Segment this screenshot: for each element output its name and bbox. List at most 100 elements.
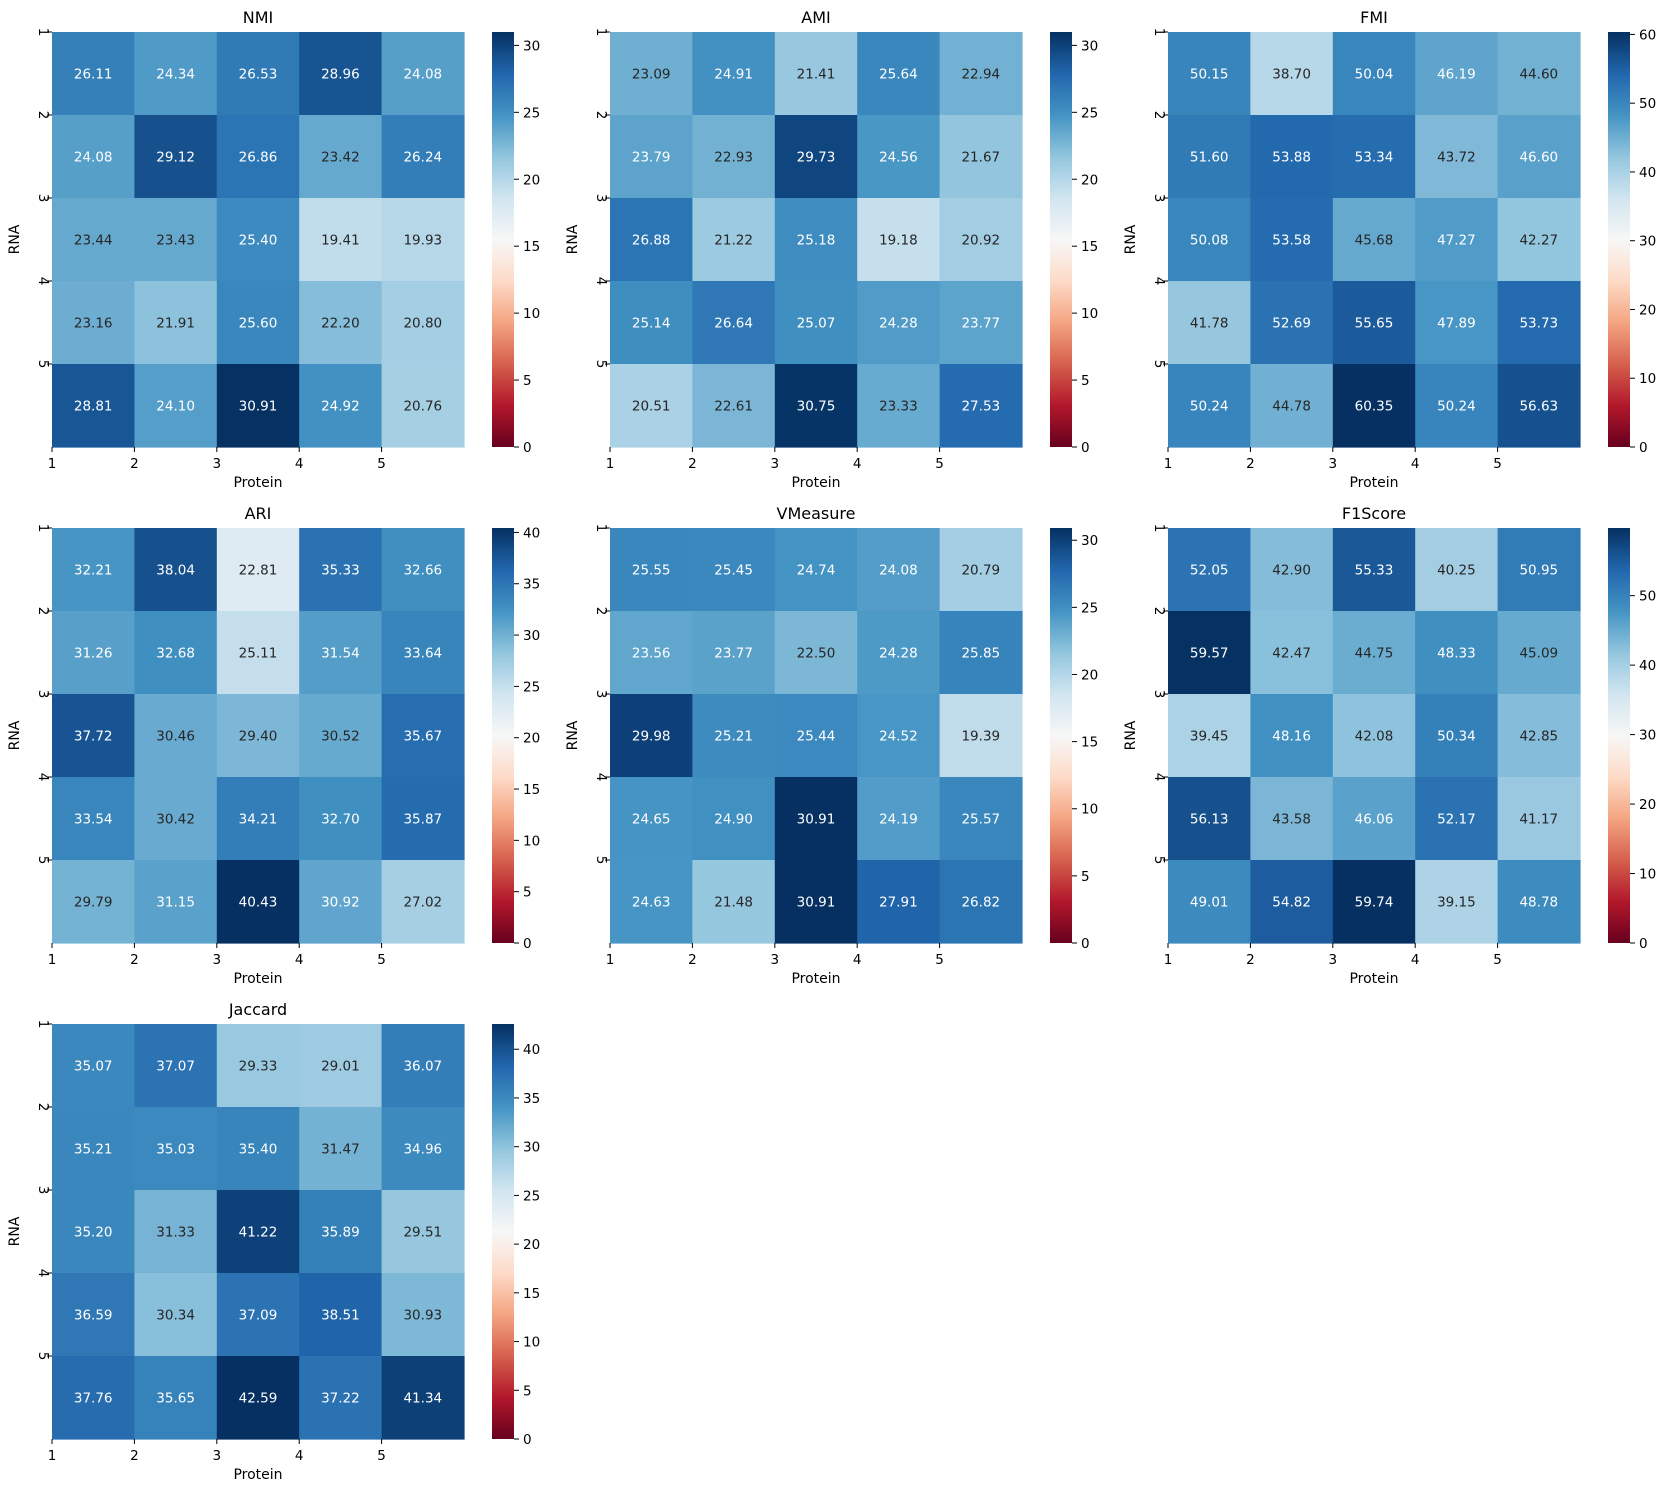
heatmap-cell <box>939 198 1023 282</box>
colorbar-tick-label: 15 <box>1081 735 1098 751</box>
heatmap-cell <box>381 777 465 861</box>
cell-value-label: 39.45 <box>1190 729 1229 745</box>
cell-value-label: 52.69 <box>1272 316 1311 332</box>
x-tick-label: 5 <box>935 456 944 472</box>
heatmap-cell <box>299 860 383 944</box>
heatmap-cell <box>1168 860 1251 944</box>
heatmap-cell <box>774 694 858 778</box>
heatmap-cell <box>216 32 300 116</box>
y-axis-label: RNA <box>1123 224 1139 254</box>
heatmap-cell <box>692 777 776 861</box>
heatmap-cell <box>216 1024 300 1108</box>
cell-value-label: 50.34 <box>1437 729 1476 745</box>
cell-value-label: 56.13 <box>1190 812 1229 828</box>
y-tick-label: 2 <box>1151 607 1167 616</box>
heatmap-cell <box>134 1190 218 1274</box>
heatmap-cell <box>857 860 941 944</box>
heatmap-panel-jaccard: Jaccard 35.07 37.07 29.33 29.01 36.07 35.21 35.… <box>7 1000 540 1483</box>
x-tick-label: 3 <box>213 456 222 472</box>
x-tick-label: 3 <box>771 456 780 472</box>
x-tick-label: 3 <box>1329 456 1338 472</box>
heatmap-cell <box>774 281 858 365</box>
cell-value-label: 56.63 <box>1519 399 1558 415</box>
heatmap-cell <box>939 611 1023 695</box>
heatmap-cell <box>381 281 465 365</box>
cell-value-label: 30.91 <box>797 812 836 828</box>
x-tick-label: 1 <box>606 456 615 472</box>
x-tick-label: 2 <box>130 1448 139 1464</box>
heatmap-cell <box>52 1356 135 1440</box>
heatmap-cell <box>857 32 941 116</box>
colorbar-tick-label: 10 <box>523 833 540 849</box>
x-tick-label: 1 <box>48 1448 57 1464</box>
heatmap-cell <box>1497 198 1581 282</box>
y-axis-label: RNA <box>7 1216 23 1246</box>
heatmap-cell <box>692 32 776 116</box>
cell-value-label: 26.24 <box>403 150 442 166</box>
colorbar-tick-label: 5 <box>1081 373 1090 389</box>
heatmap-cell <box>1250 860 1334 944</box>
cell-value-label: 22.81 <box>239 563 278 579</box>
heatmap-cell <box>1250 198 1334 282</box>
colorbar-tick-label: 40 <box>523 525 540 541</box>
colorbar-tick-label: 0 <box>1081 440 1090 456</box>
heatmap-cell <box>381 694 465 778</box>
cell-value-label: 30.46 <box>156 729 195 745</box>
cell-value-label: 35.03 <box>156 1142 195 1158</box>
cell-value-label: 30.34 <box>156 1308 195 1324</box>
colorbar-tick-label: 25 <box>523 105 540 121</box>
cell-value-label: 52.05 <box>1190 563 1229 579</box>
x-tick-label: 3 <box>771 952 780 968</box>
y-tick-label: 1 <box>593 524 609 533</box>
heatmap-cell <box>1168 32 1251 116</box>
heatmap-cell <box>52 528 135 612</box>
cell-value-label: 24.63 <box>632 895 671 911</box>
heatmap-cell <box>381 364 465 448</box>
cell-value-label: 26.88 <box>632 233 671 249</box>
heatmap-cell <box>52 1107 135 1191</box>
cell-value-label: 30.93 <box>403 1308 442 1324</box>
heatmap-cell <box>857 611 941 695</box>
heatmap-cell <box>52 777 135 861</box>
colorbar-tick-label: 35 <box>523 577 540 593</box>
heatmap-cell <box>1415 364 1499 448</box>
heatmap-panel-ami: AMI 23.09 24.91 21.41 25.64 22.94 23.79 22.93 29… <box>565 8 1098 491</box>
heatmap-cell <box>299 694 383 778</box>
cell-value-label: 46.60 <box>1519 150 1558 166</box>
y-tick-label: 4 <box>593 277 609 286</box>
colorbar-tick-label: 60 <box>1639 27 1656 43</box>
cell-value-label: 46.19 <box>1437 67 1476 83</box>
heatmap-cell <box>774 528 858 612</box>
colorbar-tick-label: 5 <box>523 373 532 389</box>
cell-value-label: 37.09 <box>239 1308 278 1324</box>
heatmap-cell <box>299 611 383 695</box>
cell-value-label: 47.27 <box>1437 233 1476 249</box>
heatmap-cell <box>1168 694 1251 778</box>
x-axis-label: Protein <box>1349 971 1398 987</box>
heatmap-cell <box>610 364 693 448</box>
cell-value-label: 30.91 <box>239 399 278 415</box>
colorbar-tick-label: 40 <box>1639 658 1656 674</box>
x-tick-label: 2 <box>688 456 697 472</box>
cell-value-label: 34.21 <box>239 812 278 828</box>
y-axis-label: RNA <box>7 224 23 254</box>
colorbar-tick-label: 20 <box>1639 302 1656 318</box>
colorbar-tick-label: 40 <box>523 1042 540 1058</box>
x-tick-label: 1 <box>606 952 615 968</box>
x-tick-label: 4 <box>1411 952 1420 968</box>
cell-value-label: 24.92 <box>321 399 360 415</box>
y-tick-label: 5 <box>35 856 51 865</box>
heatmap-cell <box>1250 528 1334 612</box>
cell-value-label: 23.79 <box>632 150 671 166</box>
y-tick-label: 2 <box>593 111 609 120</box>
heatmap-cell <box>1250 115 1334 199</box>
cell-value-label: 21.41 <box>797 67 836 83</box>
colorbar-tick-label: 15 <box>523 782 540 798</box>
y-tick-label: 5 <box>593 856 609 865</box>
cell-value-label: 20.80 <box>403 316 442 332</box>
heatmap-cell <box>134 528 218 612</box>
x-axis-label: Protein <box>233 971 282 987</box>
cell-value-label: 37.72 <box>74 729 113 745</box>
cell-value-label: 27.53 <box>961 399 1000 415</box>
